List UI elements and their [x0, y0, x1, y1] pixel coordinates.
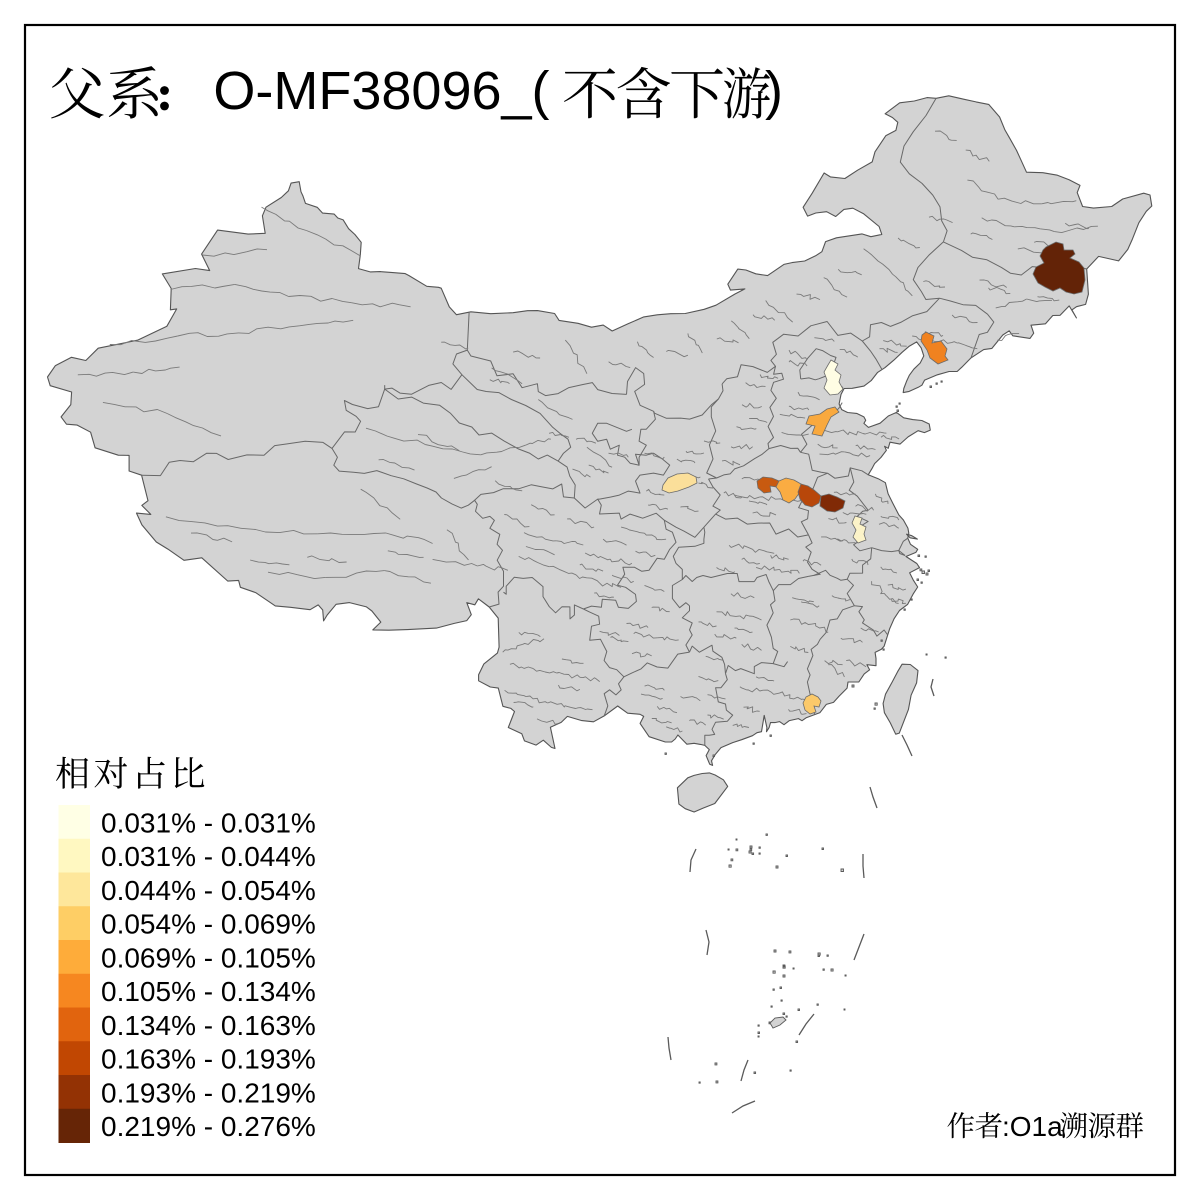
svg-text:0.219% - 0.276%: 0.219% - 0.276% [101, 1111, 316, 1142]
svg-text:0.031% - 0.031%: 0.031% - 0.031% [101, 807, 316, 838]
svg-text:): ) [765, 61, 783, 121]
svg-text:0.069% - 0.105%: 0.069% - 0.105% [101, 942, 316, 973]
svg-text:0.054% - 0.069%: 0.054% - 0.069% [101, 909, 316, 940]
svg-text:O-MF38096_(: O-MF38096_( [213, 61, 549, 121]
svg-text:0.163% - 0.193%: 0.163% - 0.193% [101, 1044, 316, 1075]
svg-text::O1a: :O1a [1002, 1111, 1063, 1142]
svg-text:0.044% - 0.054%: 0.044% - 0.054% [101, 875, 316, 906]
svg-text:0.105% - 0.134%: 0.105% - 0.134% [101, 976, 316, 1007]
svg-text:0.031% - 0.044%: 0.031% - 0.044% [101, 841, 316, 872]
svg-text:0.193% - 0.219%: 0.193% - 0.219% [101, 1077, 316, 1108]
svg-text:0.134% - 0.163%: 0.134% - 0.163% [101, 1010, 316, 1041]
